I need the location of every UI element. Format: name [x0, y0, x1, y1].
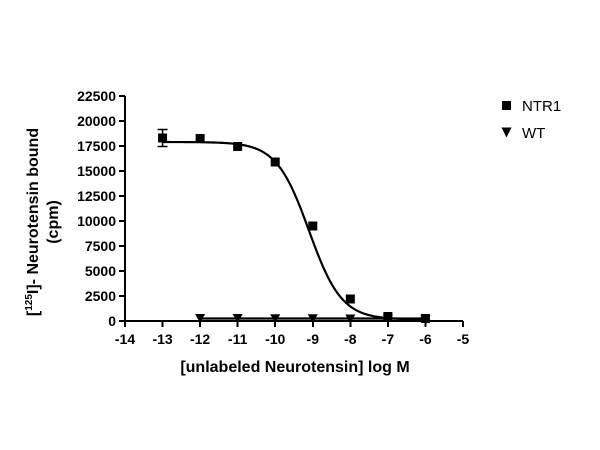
x-tick-label: -7 — [382, 331, 395, 347]
y-axis-title-prefix: [ — [25, 310, 42, 316]
x-tick-label: -6 — [419, 331, 432, 347]
legend-marker-wt — [501, 127, 512, 138]
x-tick-label: -9 — [307, 331, 320, 347]
y-tick-label: 0 — [108, 313, 116, 329]
y-tick-label: 20000 — [77, 113, 116, 129]
x-tick-label: -11 — [228, 331, 248, 347]
y-axis-title: [125I]- Neurotensin bound — [24, 128, 42, 316]
x-tick-label: -10 — [265, 331, 285, 347]
y-axis-title-line2: (cpm) — [45, 200, 62, 244]
data-point-ntr1 — [158, 133, 168, 143]
y-tick-label: 10000 — [77, 213, 116, 229]
legend-label-wt: WT — [522, 125, 545, 142]
y-tick-label: 22500 — [77, 88, 116, 104]
data-point-wt — [270, 314, 281, 324]
x-tick-label: -5 — [457, 331, 470, 347]
data-point-ntr1 — [195, 134, 205, 143]
x-axis-title: [unlabeled Neurotensin] log M — [180, 359, 409, 376]
plot-area: 0 2500 5000 7500 10000 12500 15000 17500 20000 22… — [77, 88, 469, 347]
legend-marker-ntr1 — [502, 101, 511, 110]
y-tick-label: 15000 — [77, 163, 116, 179]
y-tick-label: 2500 — [85, 288, 116, 304]
y-tick-label: 17500 — [77, 138, 116, 154]
x-tick-label: -13 — [152, 331, 172, 347]
legend: NTR1 WT — [501, 98, 561, 142]
data-point-wt — [232, 314, 243, 323]
x-tick-label: -14 — [115, 331, 135, 347]
data-point-wt — [307, 314, 318, 324]
data-point-wt — [195, 314, 206, 323]
data-point-ntr1 — [308, 221, 318, 231]
x-tick-label: -12 — [190, 331, 210, 347]
y-tick-label: 12500 — [77, 188, 116, 204]
data-point-wt — [420, 315, 431, 324]
y-tick-label: 5000 — [85, 263, 116, 279]
fit-curve-ntr1 — [162, 140, 426, 321]
data-point-ntr1 — [345, 294, 355, 304]
legend-label-ntr1: NTR1 — [522, 98, 561, 115]
data-point-wt — [382, 314, 393, 324]
y-axis-title-superscript: 125 — [24, 294, 35, 311]
y-axis-title-suffix: I]- Neurotensin bound — [25, 128, 42, 294]
data-point-ntr1 — [270, 157, 280, 167]
x-tick-label: -8 — [344, 331, 357, 347]
data-point-ntr1 — [233, 142, 243, 151]
data-point-wt — [345, 314, 356, 324]
y-tick-label: 7500 — [85, 238, 116, 254]
